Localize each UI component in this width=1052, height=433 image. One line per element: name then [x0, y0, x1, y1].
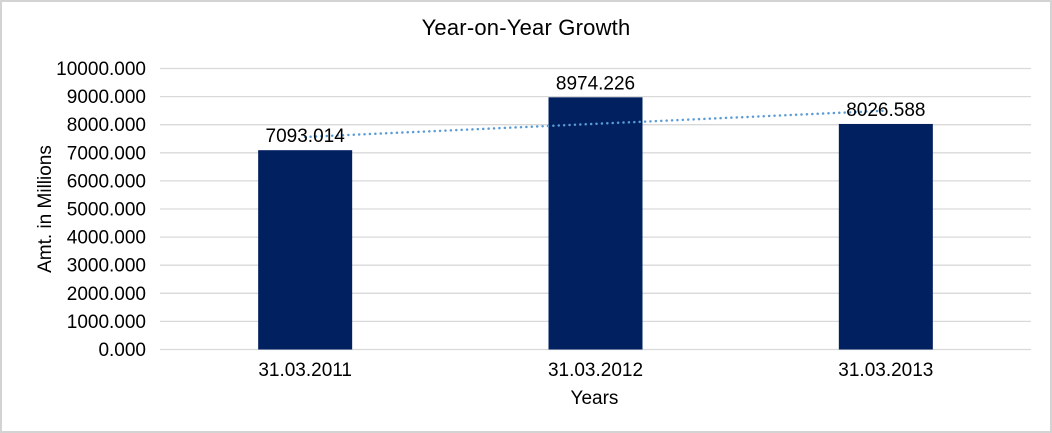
- y-tick-label: 5000.000: [67, 200, 146, 221]
- y-tick-label: 9000.000: [67, 87, 146, 108]
- y-tick-label: 1000.000: [67, 312, 146, 333]
- x-axis-title: Years: [570, 388, 619, 409]
- y-axis-title: Amt. in Millions: [35, 145, 56, 273]
- y-tick-label: 8000.000: [67, 115, 146, 136]
- bar: [838, 123, 933, 350]
- bar-value-label: 8974.226: [556, 73, 635, 94]
- chart-title: Year-on-Year Growth: [421, 15, 631, 40]
- y-tick-label: 2000.000: [67, 284, 146, 305]
- bar-value-label: 8026.588: [846, 100, 925, 121]
- y-tick-label: 3000.000: [67, 256, 146, 277]
- y-tick-label: 6000.000: [67, 171, 146, 192]
- y-tick-label: 10000.000: [56, 59, 146, 80]
- x-tick-label: 31.03.2012: [548, 360, 643, 381]
- x-tick-label: 31.03.2013: [838, 360, 933, 381]
- bar-value-label: 7093.014: [266, 126, 346, 147]
- y-tick-label: 7000.000: [67, 143, 146, 164]
- bar: [548, 97, 643, 350]
- trendline: [303, 109, 888, 139]
- y-tick-label: 0.000: [98, 340, 146, 361]
- x-tick-label: 31.03.2011: [258, 360, 352, 381]
- bar: [258, 150, 353, 350]
- y-tick-label: 4000.000: [67, 228, 146, 249]
